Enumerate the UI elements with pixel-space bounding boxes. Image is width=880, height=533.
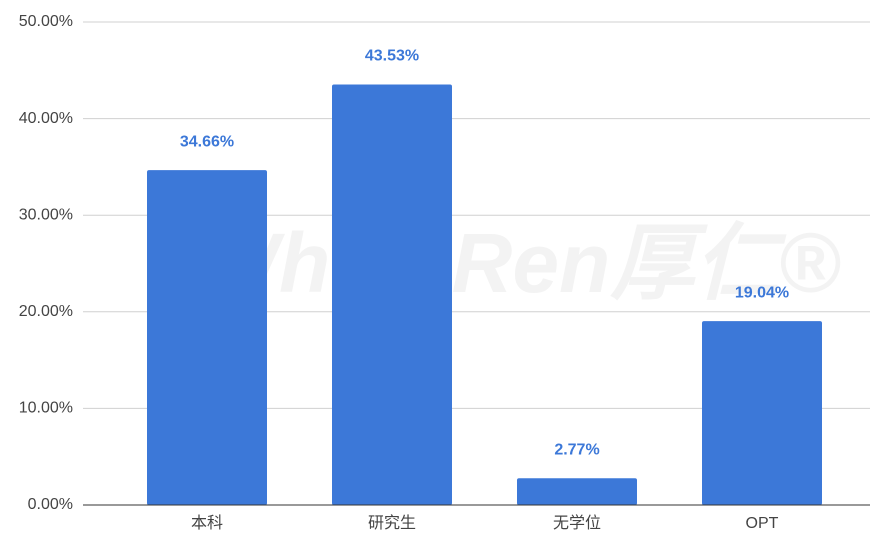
- x-tick-label: 研究生: [368, 514, 416, 532]
- y-tick-label: 0.00%: [28, 496, 73, 513]
- y-tick-label: 20.00%: [19, 303, 73, 320]
- y-tick-label: 50.00%: [19, 13, 73, 30]
- y-tick-label: 40.00%: [19, 110, 73, 127]
- y-tick-label: 30.00%: [19, 206, 73, 223]
- data-label: 19.04%: [735, 284, 789, 301]
- bar: [702, 321, 822, 505]
- watermark: WholeRen厚仁®: [200, 216, 841, 310]
- bar: [147, 170, 267, 506]
- bar: [517, 478, 637, 505]
- y-tick-label: 10.00%: [19, 400, 73, 417]
- x-tick-label: OPT: [746, 515, 779, 532]
- data-label: 43.53%: [365, 48, 419, 65]
- data-label: 2.77%: [554, 441, 599, 458]
- data-label: 34.66%: [180, 133, 234, 150]
- x-tick-label: 无学位: [553, 514, 601, 532]
- x-tick-label: 本科: [191, 514, 223, 532]
- bar: [332, 84, 452, 506]
